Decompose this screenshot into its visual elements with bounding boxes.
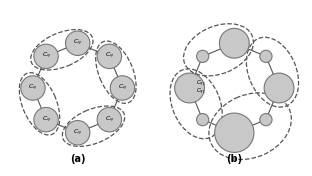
Text: $C_{q_1}$: $C_{q_1}$ — [196, 87, 206, 97]
Circle shape — [175, 73, 204, 103]
Circle shape — [66, 121, 90, 145]
Circle shape — [66, 31, 90, 55]
Text: (a): (a) — [70, 153, 85, 164]
Circle shape — [97, 107, 122, 132]
Circle shape — [219, 28, 249, 58]
Circle shape — [97, 44, 122, 69]
Text: (b): (b) — [226, 153, 242, 164]
Circle shape — [34, 107, 58, 132]
Circle shape — [197, 50, 209, 62]
Text: $C_q$: $C_q$ — [41, 51, 51, 61]
Text: $C_q$: $C_q$ — [105, 115, 114, 125]
Text: $C_{q_2}$: $C_{q_2}$ — [196, 79, 206, 89]
Text: $C_q$: $C_q$ — [41, 115, 51, 125]
Text: $C_q$: $C_q$ — [118, 83, 127, 93]
Text: $C_q$: $C_q$ — [28, 83, 37, 93]
Circle shape — [34, 44, 58, 69]
Circle shape — [264, 73, 294, 103]
Text: $C_q$: $C_q$ — [73, 128, 82, 138]
Text: $C_q$: $C_q$ — [105, 51, 114, 61]
Circle shape — [110, 76, 135, 100]
Circle shape — [260, 114, 272, 126]
Circle shape — [215, 113, 254, 152]
Circle shape — [21, 76, 45, 100]
Circle shape — [260, 50, 272, 62]
Circle shape — [197, 114, 209, 126]
Text: $C_q$: $C_q$ — [73, 38, 82, 48]
